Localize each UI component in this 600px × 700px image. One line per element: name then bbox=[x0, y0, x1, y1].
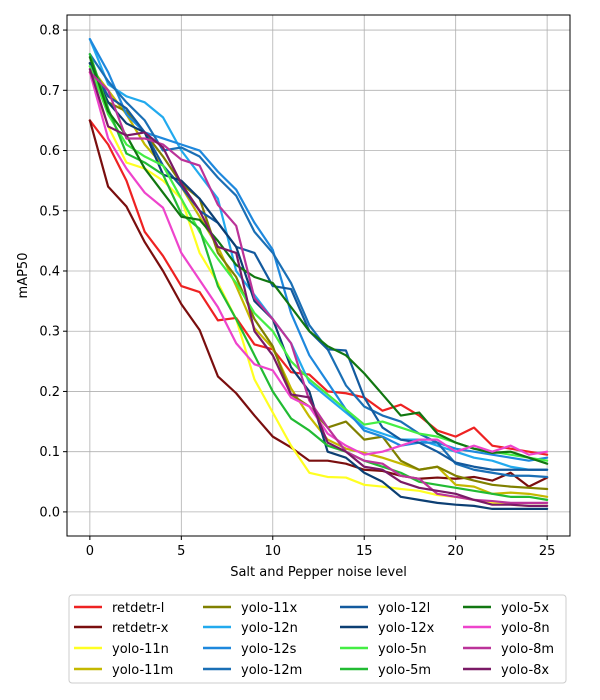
legend-label-yolo-8n: yolo-8n bbox=[501, 621, 550, 636]
series-line-yolo-12m bbox=[88, 53, 549, 479]
x-tick-label: 20 bbox=[447, 544, 464, 559]
plot-area-frame bbox=[66, 14, 571, 537]
x-tick-label: 25 bbox=[539, 544, 556, 559]
legend-label-yolo-11m: yolo-11m bbox=[112, 663, 173, 678]
series-line-retdetr-x bbox=[88, 119, 549, 488]
y-tick-label: 0.1 bbox=[39, 445, 60, 460]
y-tick-label: 0.4 bbox=[39, 264, 60, 279]
series-lines bbox=[88, 37, 549, 510]
legend-label-yolo-12s: yolo-12s bbox=[241, 642, 297, 657]
series-line-yolo-12s bbox=[88, 37, 549, 462]
legend-label-yolo-12n: yolo-12n bbox=[241, 621, 298, 636]
legend-label-yolo-8m: yolo-8m bbox=[501, 642, 554, 657]
axis-ticks: 0 5 10 15 20 25 0.0 0.1 0.2 0.3 0.4 0.5 0.6 0.7 0.8 bbox=[39, 24, 555, 559]
legend-label-yolo-12x: yolo-12x bbox=[378, 621, 435, 636]
y-axis-title: mAP50 bbox=[16, 253, 31, 299]
legend-label-retdetr-l: retdetr-l bbox=[112, 601, 164, 616]
series-line-yolo-8x bbox=[88, 68, 549, 507]
x-tick-label: 5 bbox=[177, 544, 185, 559]
series-line-yolo-12n bbox=[88, 37, 549, 471]
series-line-yolo-5x bbox=[88, 56, 549, 465]
legend-label-retdetr-x: retdetr-x bbox=[112, 621, 169, 636]
y-tick-label: 0.5 bbox=[39, 204, 60, 219]
series-line-yolo-5m bbox=[88, 53, 549, 501]
series-line-yolo-11x bbox=[88, 62, 549, 491]
y-tick-label: 0.0 bbox=[39, 505, 60, 520]
y-tick-label: 0.8 bbox=[39, 24, 60, 39]
legend-label-yolo-12m: yolo-12m bbox=[241, 663, 302, 678]
legend-label-yolo-11x: yolo-11x bbox=[241, 601, 298, 616]
y-tick-label: 0.6 bbox=[39, 144, 60, 159]
x-tick-label: 15 bbox=[356, 544, 373, 559]
legend-label-yolo-11n: yolo-11n bbox=[112, 642, 169, 657]
grid-lines bbox=[67, 15, 570, 536]
x-axis-title: Salt and Pepper noise level bbox=[230, 565, 407, 580]
series-line-retdetr-l bbox=[88, 119, 549, 456]
y-tick-label: 0.3 bbox=[39, 325, 60, 340]
legend-label-yolo-5n: yolo-5n bbox=[378, 642, 427, 657]
legend-frame bbox=[68, 594, 567, 684]
legend-label-yolo-12l: yolo-12l bbox=[378, 601, 430, 616]
legend-label-yolo-5x: yolo-5x bbox=[501, 601, 549, 616]
legend-label-yolo-8x: yolo-8x bbox=[501, 663, 549, 678]
x-tick-label: 0 bbox=[86, 544, 94, 559]
legend: retdetr-l retdetr-x yolo-11n yolo-11m yolo-1… bbox=[68, 594, 567, 684]
series-line-yolo-12l bbox=[88, 62, 549, 471]
y-tick-label: 0.7 bbox=[39, 84, 60, 99]
series-line-yolo-12x bbox=[88, 62, 549, 510]
x-tick-label: 10 bbox=[264, 544, 281, 559]
legend-label-yolo-5m: yolo-5m bbox=[378, 663, 431, 678]
y-tick-label: 0.2 bbox=[39, 385, 60, 400]
